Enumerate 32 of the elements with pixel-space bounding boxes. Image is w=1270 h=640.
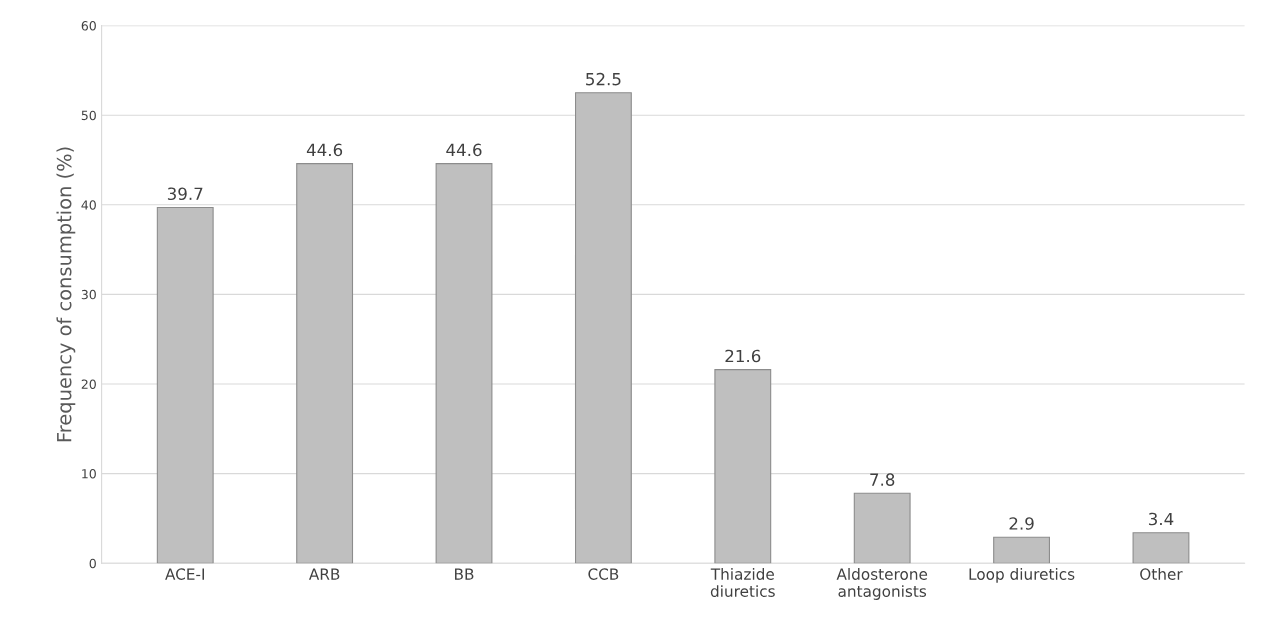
bar: [1132, 532, 1190, 564]
y-tick-label: 60: [81, 21, 96, 31]
y-tick-label: 40: [81, 200, 96, 210]
data-label: 7.8: [870, 473, 895, 486]
y-tick-label: 50: [81, 110, 96, 121]
data-label: 3.4: [1148, 512, 1174, 526]
x-tick-label: Aldosterone antagonists: [836, 568, 928, 600]
bar: [853, 492, 911, 564]
y-tick-label: 20: [81, 379, 96, 389]
x-tick-label: BB: [455, 568, 474, 580]
bar: [156, 206, 214, 564]
data-label: 21.6: [725, 349, 761, 363]
y-axis-title: Frequency of consumption (%): [56, 147, 76, 442]
data-label: 52.5: [586, 72, 621, 86]
data-label: 44.6: [446, 143, 482, 157]
bar: [296, 163, 354, 564]
data-label: 2.9: [1009, 517, 1034, 530]
y-tick-label: 0: [89, 558, 96, 569]
x-tick-label: Loop diuretics: [969, 568, 1075, 583]
bar: [574, 92, 632, 564]
x-tick-label: CCB: [588, 568, 619, 580]
bar: [435, 163, 493, 564]
x-tick-label: ARB: [308, 568, 340, 580]
bar: [993, 536, 1051, 564]
bar: [714, 369, 772, 564]
y-tick-label: 10: [82, 469, 96, 479]
y-tick-label: 30: [81, 289, 96, 300]
x-tick-label: ACE-I: [165, 568, 204, 580]
x-tick-label: Thiazide diuretics: [710, 568, 775, 597]
data-label: 44.6: [306, 143, 343, 157]
data-label: 39.7: [167, 187, 203, 201]
x-tick-label: Other: [1140, 568, 1183, 580]
